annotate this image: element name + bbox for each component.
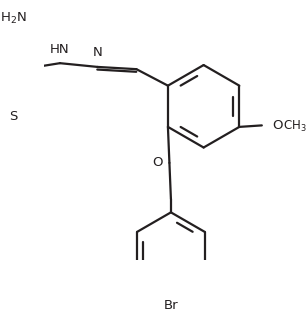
- Text: H$_2$N: H$_2$N: [0, 11, 27, 26]
- Text: HN: HN: [50, 43, 70, 56]
- Text: O: O: [152, 156, 163, 169]
- Text: O: O: [272, 119, 283, 132]
- Text: N: N: [93, 46, 102, 59]
- Text: Br: Br: [164, 299, 178, 312]
- Text: S: S: [9, 111, 18, 124]
- Text: CH$_3$: CH$_3$: [283, 119, 306, 134]
